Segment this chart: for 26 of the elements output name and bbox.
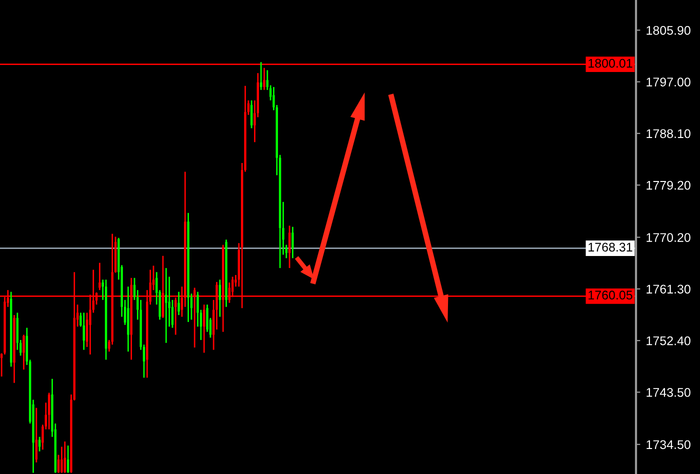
candlestick [250, 100, 253, 129]
y-tick-label: 1779.20 [646, 180, 690, 190]
candlestick [178, 291, 180, 316]
candlestick [82, 312, 85, 351]
candlestick [57, 454, 60, 474]
ref-line-label: 1768.31 [588, 242, 632, 252]
candlestick [288, 224, 291, 269]
y-tick-label: 1788.10 [646, 129, 690, 138]
ref-line-label: 1760.05 [588, 290, 632, 300]
candlestick [98, 262, 101, 291]
ref-line-label: 1800.01 [588, 58, 632, 68]
candlestick [263, 67, 266, 91]
candlestick [64, 440, 66, 474]
candlestick [22, 334, 25, 370]
y-tick-label: 1734.50 [646, 440, 690, 450]
y-tick-label: 1752.40 [646, 336, 690, 346]
candlestick [48, 392, 50, 430]
y-tick-label: 1805.90 [646, 26, 690, 35]
candlestick [165, 267, 168, 344]
candlestick [292, 226, 294, 259]
y-tick-label: 1761.30 [646, 284, 690, 294]
y-tick-label: 1770.20 [646, 233, 690, 242]
y-tick-label: 1797.00 [646, 78, 690, 86]
y-tick-label: 1743.50 [646, 388, 690, 397]
candlestick [66, 444, 70, 474]
candlestick [218, 278, 222, 318]
